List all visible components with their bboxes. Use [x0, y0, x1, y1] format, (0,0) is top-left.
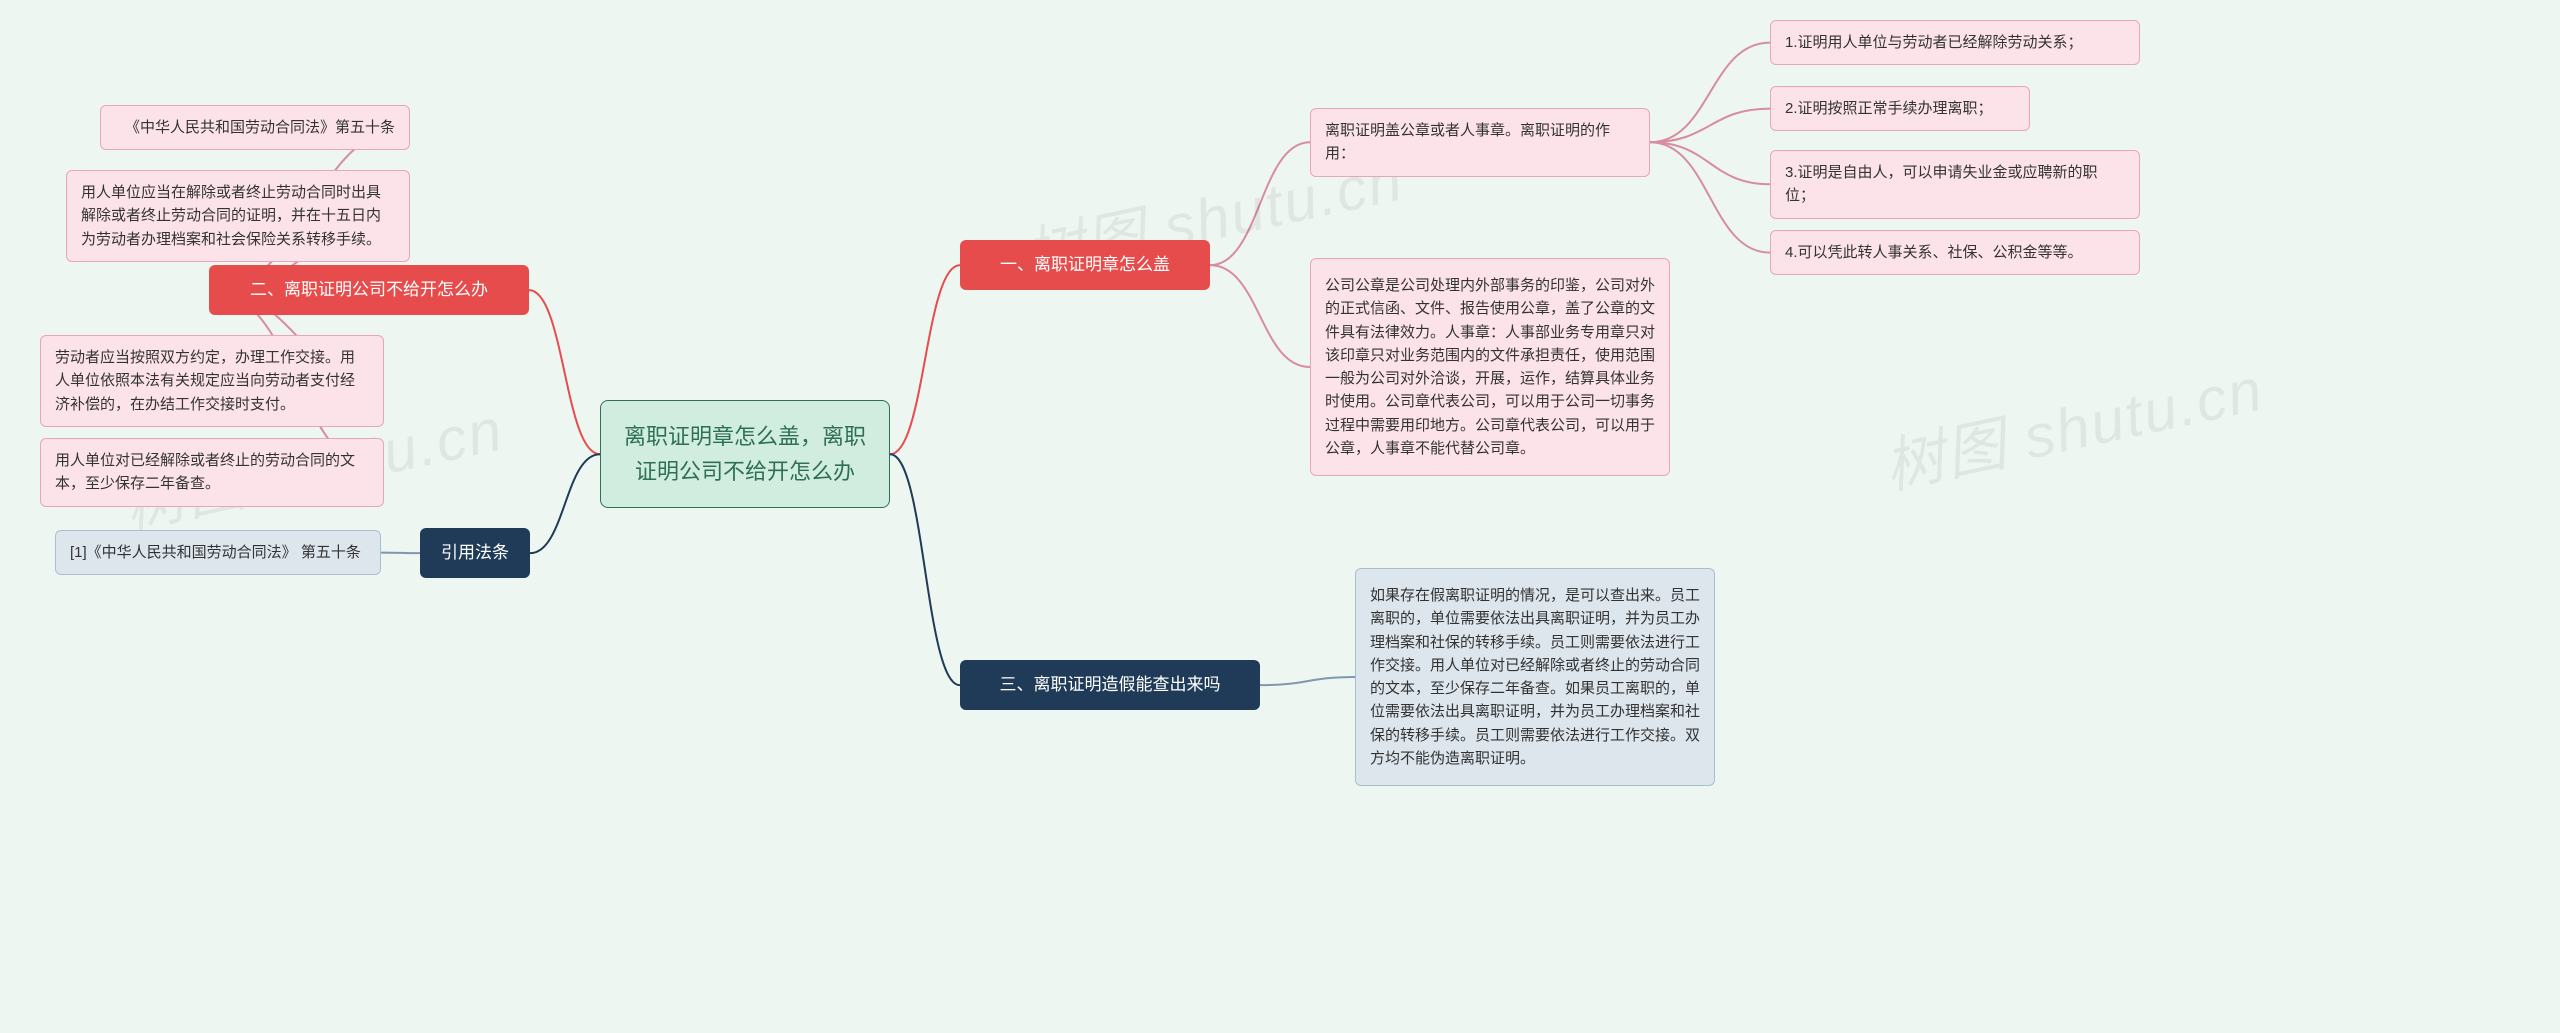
leaf-s1a3[interactable]: 3.证明是自由人，可以申请失业金或应聘新的职位； — [1770, 150, 2140, 219]
watermark-3: 树图 shutu.cn — [1875, 341, 2270, 506]
connector-layer — [0, 0, 2560, 1033]
branch-section-1[interactable]: 一、离职证明章怎么盖 — [960, 240, 1210, 290]
root-node[interactable]: 离职证明章怎么盖，离职证明公司不给开怎么办 — [600, 400, 890, 508]
leaf-s1a2[interactable]: 2.证明按照正常手续办理离职； — [1770, 86, 2030, 131]
subnode-s1b[interactable]: 公司公章是公司处理内外部事务的印鉴，公司对外的正式信函、文件、报告使用公章，盖了… — [1310, 258, 1670, 476]
subnode-s1a[interactable]: 离职证明盖公章或者人事章。离职证明的作用： — [1310, 108, 1650, 177]
leaf-s2b[interactable]: 用人单位应当在解除或者终止劳动合同时出具解除或者终止劳动合同的证明，并在十五日内… — [66, 170, 410, 262]
leaf-s1a4[interactable]: 4.可以凭此转人事关系、社保、公积金等等。 — [1770, 230, 2140, 275]
branch-section-2[interactable]: 二、离职证明公司不给开怎么办 — [209, 265, 529, 315]
leaf-s3a[interactable]: 如果存在假离职证明的情况，是可以查出来。员工离职的，单位需要依法出具离职证明，并… — [1355, 568, 1715, 786]
branch-section-4[interactable]: 引用法条 — [420, 528, 530, 578]
leaf-s2c[interactable]: 劳动者应当按照双方约定，办理工作交接。用人单位依照本法有关规定应当向劳动者支付经… — [40, 335, 384, 427]
leaf-s1a1[interactable]: 1.证明用人单位与劳动者已经解除劳动关系； — [1770, 20, 2140, 65]
leaf-s4a[interactable]: [1]《中华人民共和国劳动合同法》 第五十条 — [55, 530, 381, 575]
leaf-s2d[interactable]: 用人单位对已经解除或者终止的劳动合同的文本，至少保存二年备查。 — [40, 438, 384, 507]
leaf-s2a[interactable]: 《中华人民共和国劳动合同法》第五十条 — [100, 105, 410, 150]
branch-section-3[interactable]: 三、离职证明造假能查出来吗 — [960, 660, 1260, 710]
